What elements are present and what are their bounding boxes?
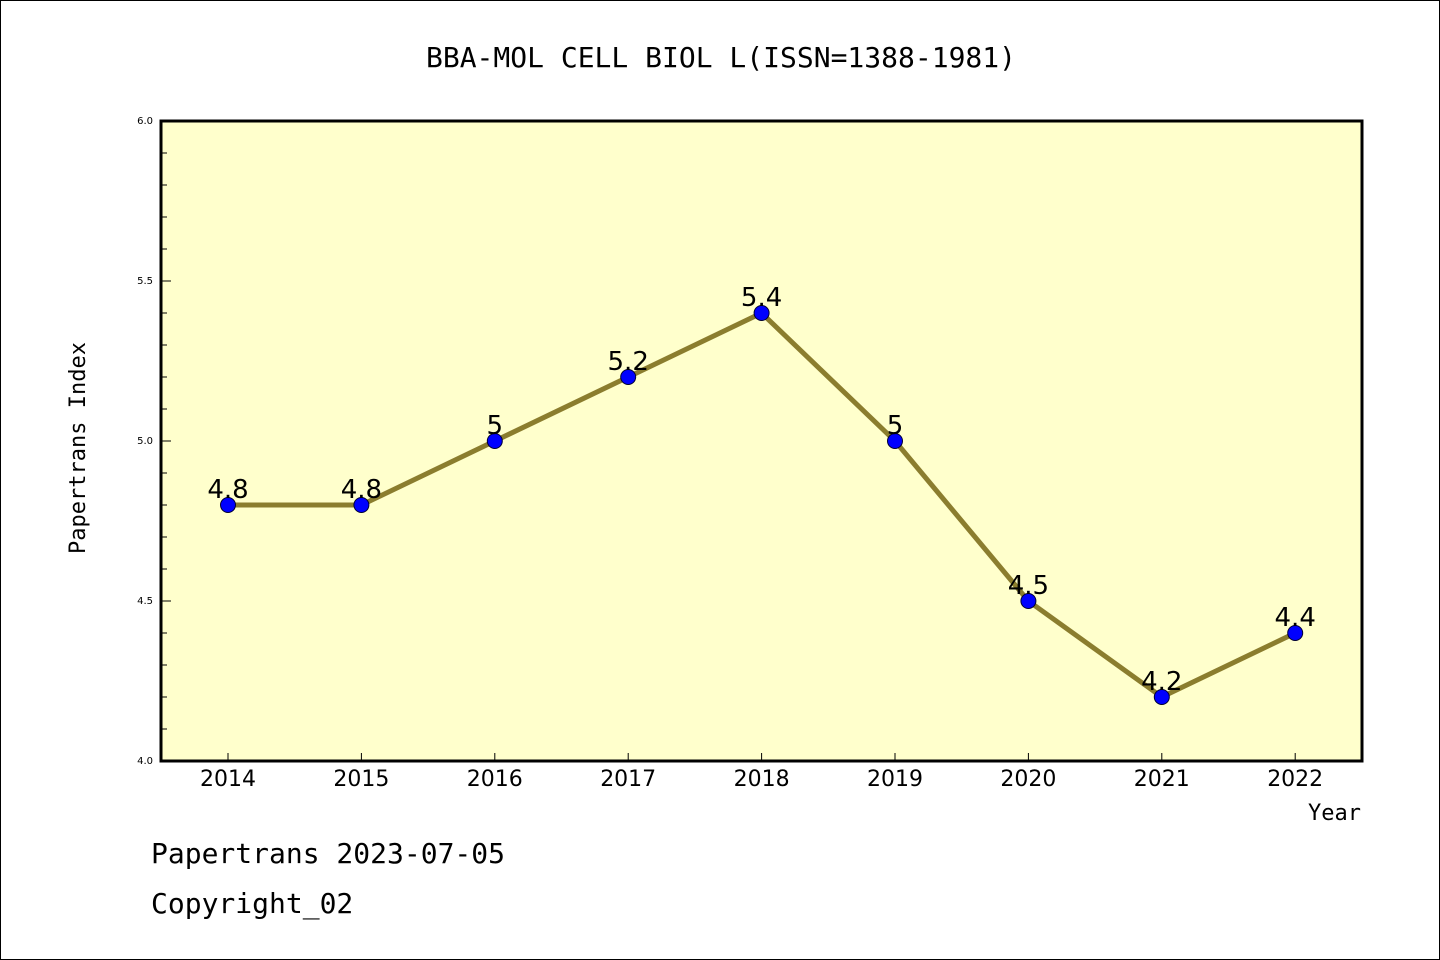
x-tick-label: 2019 [867, 767, 923, 792]
data-point [887, 433, 903, 449]
data-label: 4.2 [1141, 667, 1182, 697]
data-point [353, 497, 370, 513]
y-tick-label: 4.0 [137, 756, 153, 767]
data-point [620, 369, 637, 385]
x-axis-ticks: 2014 2015 2016 2017 2018 2019 2020 2021 2022 [200, 753, 1323, 792]
y-axis-label: Papertrans Index [66, 342, 91, 554]
data-point [1153, 689, 1170, 705]
data-labels: 4.8 4.8 5 5.2 5.4 5 4.5 4.2 4.4 [207, 283, 1316, 697]
data-label: 5 [887, 411, 904, 441]
data-point [1287, 625, 1304, 641]
footer-copyright: Copyright_02 [151, 887, 354, 920]
footer-date: Papertrans 2023-07-05 [151, 837, 506, 870]
data-point [220, 497, 236, 513]
x-tick-label: 2014 [200, 767, 256, 792]
chart-title: BBA-MOL CELL BIOL L(ISSN=1388-1981) [426, 41, 1016, 74]
data-label: 5.4 [741, 283, 782, 313]
y-tick-label: 6.0 [137, 116, 153, 127]
x-tick-label: 2015 [333, 767, 389, 792]
data-label: 4.5 [1008, 571, 1049, 601]
x-tick-label: 2018 [734, 767, 790, 792]
data-point [486, 433, 503, 449]
data-label: 4.8 [341, 475, 382, 505]
data-label: 5.2 [608, 347, 649, 377]
data-markers [220, 305, 1304, 705]
x-tick-label: 2017 [600, 767, 656, 792]
x-tick-label: 2021 [1134, 767, 1190, 792]
data-point [1020, 593, 1037, 609]
y-tick-label: 5.5 [137, 276, 153, 287]
data-label: 4.8 [207, 475, 248, 505]
data-point [753, 305, 770, 321]
y-tick-label: 4.5 [137, 596, 153, 607]
y-axis-ticks: 4.0 4.5 5.0 5.5 6.0 [137, 116, 171, 767]
x-tick-label: 2022 [1267, 767, 1323, 792]
data-label: 5 [487, 411, 504, 441]
y-tick-label: 5.0 [137, 436, 153, 447]
x-tick-label: 2016 [467, 767, 523, 792]
x-axis-label: Year [1308, 801, 1361, 826]
data-label: 4.4 [1275, 603, 1316, 633]
plot-area [159, 119, 1364, 763]
x-tick-label: 2020 [1000, 767, 1056, 792]
